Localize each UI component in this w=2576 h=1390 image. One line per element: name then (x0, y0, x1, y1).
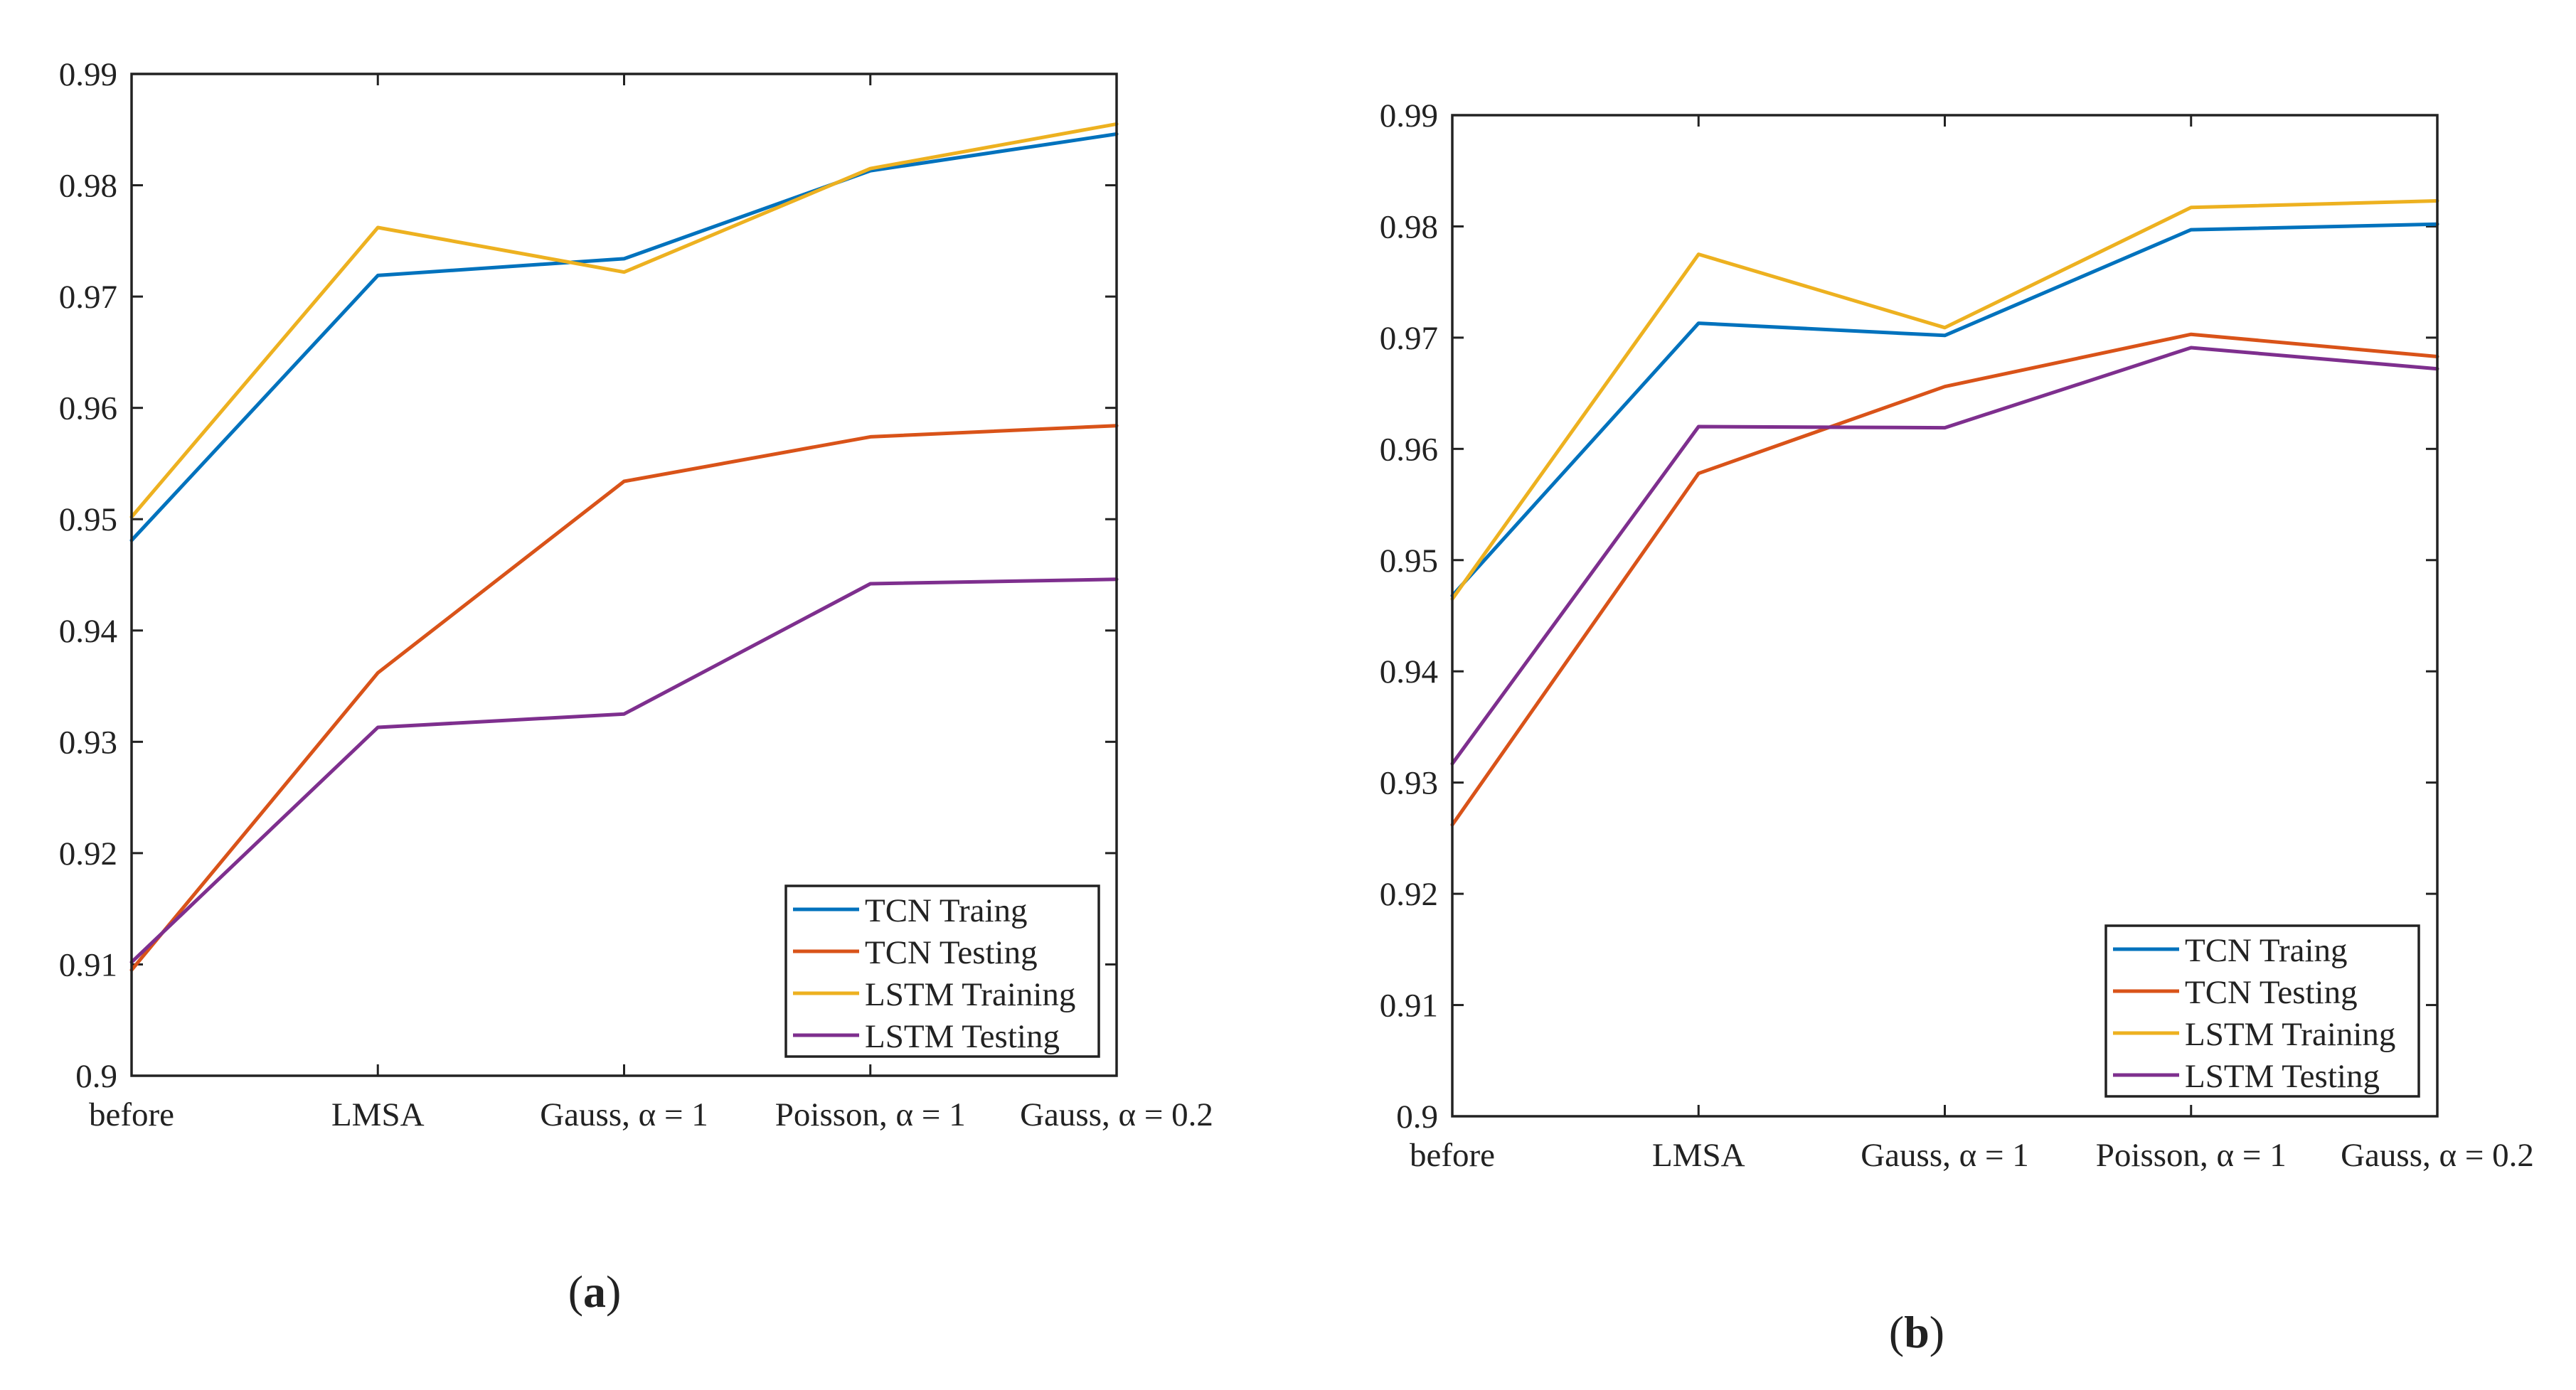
panel-b-series-lstm-testing (1450, 346, 2439, 766)
panel-a-ytick-label-5: 0.95 (59, 501, 117, 538)
panel-b-ytick-label-6: 0.96 (1380, 431, 1438, 468)
panel-b-legend-label-tcn-traing: TCN Traing (2185, 932, 2348, 969)
panel-a-legend-label-lstm-training: LSTM Training (865, 976, 1075, 1013)
panel-b-legend-label-lstm-testing: LSTM Testing (2185, 1058, 2380, 1095)
panel-b-xtick-label-3: Poisson, α = 1 (2096, 1137, 2287, 1174)
panel-a-ytick-label-9: 0.99 (59, 56, 117, 93)
panel-b-ytick-label-8: 0.98 (1380, 208, 1438, 245)
panel-b-series-lstm-training (1450, 199, 2439, 601)
panel-a-series (129, 122, 1119, 972)
panel-b-legend-entry-0: TCN Traing (2113, 932, 2348, 969)
panel-a-label-open: ( (568, 1266, 583, 1317)
panel-a-ytick-label-4: 0.94 (59, 613, 117, 650)
panel-a-series-tcn-traing (129, 132, 1119, 542)
panel-b-ytick-label-5: 0.95 (1380, 542, 1438, 579)
panel-a-label-letter: a (583, 1266, 606, 1317)
panel-b-ytick-label-9: 0.99 (1380, 97, 1438, 134)
panel-b-legend-box (2104, 924, 2420, 1098)
panel-b-legend-label-lstm-training: LSTM Training (2185, 1016, 2395, 1053)
panel-b-xtick-label-4: Gauss, α = 0.2 (2341, 1137, 2534, 1174)
panel-b-legend-entry-3: LSTM Testing (2113, 1058, 2380, 1095)
panel-a-xtick-label-0: before (89, 1096, 174, 1133)
panel-b-axes-box (1451, 114, 2439, 1118)
panel-b-ytick-label-1: 0.91 (1380, 988, 1438, 1025)
panel-a-label-close: ) (606, 1266, 621, 1317)
panel-a-legend-entry-2: LSTM Training (793, 976, 1075, 1013)
panel-a-series-lstm-training (129, 122, 1119, 519)
panel-a-label: (a) (568, 1266, 622, 1317)
panel-b-ytick-label-2: 0.92 (1380, 876, 1438, 913)
panel-a-xtick-label-3: Poisson, α = 1 (775, 1096, 966, 1133)
panel-a-legend: TCN Traing TCN Testing LSTM Training LST… (784, 884, 1100, 1058)
panel-b-ytick-labels: 0.9 0.91 0.92 0.93 0.94 0.95 0.96 0.97 0.98 0.99 (1380, 97, 1438, 1135)
panel-a-legend-label-lstm-testing: LSTM Testing (865, 1018, 1060, 1055)
panel-b-ytick-label-3: 0.93 (1380, 765, 1438, 802)
panel-b-label-close: ) (1930, 1307, 1944, 1357)
panel-a-ytick-label-7: 0.97 (59, 279, 117, 316)
panel-b-series (1450, 199, 2439, 827)
panel-b-label: (b) (1889, 1307, 1944, 1357)
panel-a-legend-label-tcn-traing: TCN Traing (865, 892, 1028, 929)
panel-b-legend-entry-2: LSTM Training (2113, 1016, 2395, 1053)
panel-a-legend-entry-3: LSTM Testing (793, 1018, 1060, 1055)
panel-a-legend-label-tcn-testing: TCN Testing (865, 934, 1038, 971)
panel-b-xtick-label-2: Gauss, α = 1 (1861, 1137, 2029, 1174)
panel-a-xtick-label-1: LMSA (331, 1096, 425, 1133)
panel-a-legend-box (784, 884, 1100, 1058)
panel-a-ytick-label-2: 0.92 (59, 835, 117, 872)
panel-b-ytick-label-0: 0.9 (1396, 1098, 1438, 1135)
panel-a-legend-entry-0: TCN Traing (793, 892, 1028, 929)
panel-a-legend-entry-1: TCN Testing (793, 934, 1038, 971)
panel-b-series-tcn-testing (1450, 332, 2439, 827)
panel-a-axes-box (130, 73, 1118, 1077)
panel-b-label-open: ( (1889, 1307, 1904, 1357)
panel-a-xtick-label-4: Gauss, α = 0.2 (1020, 1096, 1213, 1133)
panel-a-ytick-labels: 0.9 0.91 0.92 0.93 0.94 0.95 0.96 0.97 0.98 0.99 (59, 56, 117, 1095)
panel-b: 0.90.910.920.930.940.950.960.970.980.99 … (1380, 97, 2534, 1357)
panel-b-ytick-label-4: 0.94 (1380, 653, 1438, 690)
panel-a-xtick-label-2: Gauss, α = 1 (540, 1096, 708, 1133)
panel-b-label-letter: b (1904, 1307, 1930, 1357)
panel-b-xtick-label-0: before (1410, 1137, 1495, 1174)
panel-b-legend-label-tcn-testing: TCN Testing (2185, 974, 2358, 1011)
panel-b-xtick-labels: before LMSA Gauss, α = 1 Poisson, α = 1 Gaus… (1410, 1137, 2534, 1174)
panel-b-xtick-label-1: LMSA (1652, 1137, 1745, 1174)
panel-b-series-tcn-traing (1450, 222, 2439, 598)
panel-a: 0.90.910.920.930.940.950.960.970.980.99 … (59, 56, 1213, 1317)
panel-a-ytick-label-3: 0.93 (59, 724, 117, 761)
panel-a-ytick-label-8: 0.98 (59, 168, 117, 205)
panel-a-ytick-label-1: 0.91 (59, 946, 117, 983)
panel-a-series-lstm-testing (129, 577, 1119, 964)
panel-a-xtick-labels: before LMSA Gauss, α = 1 Poisson, α = 1 Gaus… (89, 1096, 1213, 1133)
panel-a-ytick-label-6: 0.96 (59, 390, 117, 427)
panel-b-ytick-label-7: 0.97 (1380, 320, 1438, 357)
panel-a-series-tcn-testing (129, 424, 1119, 972)
panel-a-ytick-label-0: 0.9 (75, 1058, 117, 1095)
panel-b-legend: TCN Traing TCN Testing LSTM Training LST… (2104, 924, 2420, 1098)
panel-b-legend-entry-1: TCN Testing (2113, 974, 2358, 1011)
